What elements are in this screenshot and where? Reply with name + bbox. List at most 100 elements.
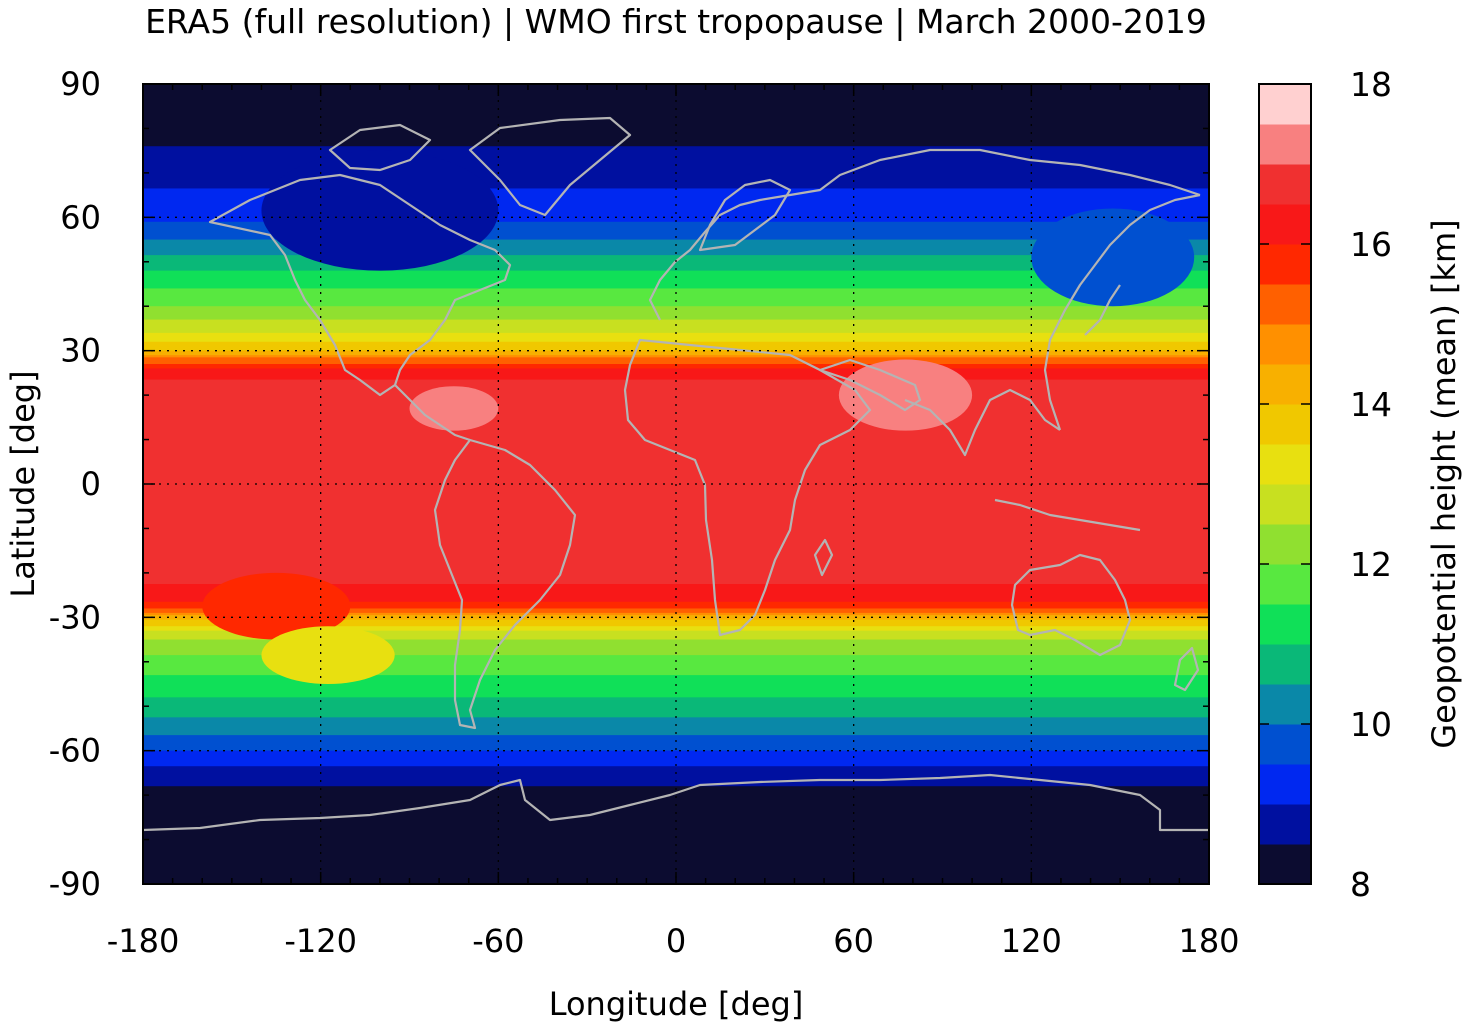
- heatmap-band: [143, 144, 1209, 147]
- heatmap-band: [143, 401, 1209, 405]
- heatmap-band: [143, 848, 1209, 852]
- colorbar-swatch: [1259, 124, 1311, 165]
- colorbar-tick-label: 8: [1350, 865, 1371, 904]
- x-tick-label: 60: [833, 922, 874, 960]
- heatmap-band: [143, 686, 1209, 690]
- heatmap-band: [143, 252, 1209, 256]
- heatmap-band: [143, 695, 1209, 698]
- heatmap-band: [143, 617, 1209, 621]
- heatmap-band: [143, 637, 1209, 641]
- heatmap-band: [143, 630, 1209, 634]
- heatmap-band: [143, 648, 1209, 652]
- heatmap-band: [143, 799, 1209, 803]
- colorbar-tick-label: 12: [1350, 545, 1392, 584]
- heatmap-band: [143, 852, 1209, 856]
- colorbar-swatch: [1259, 84, 1311, 125]
- heatmap-band: [143, 106, 1209, 110]
- heatmap-band: [143, 426, 1209, 430]
- heatmap-band: [143, 766, 1209, 770]
- heatmap-band: [143, 477, 1209, 481]
- heatmap-band: [143, 532, 1209, 536]
- heatmap-band: [143, 175, 1209, 178]
- colorbar-swatch: [1259, 364, 1311, 405]
- heatmap-band: [143, 719, 1209, 723]
- heatmap-band: [143, 521, 1209, 525]
- heatmap-band: [143, 141, 1209, 145]
- colorbar-swatch: [1259, 604, 1311, 645]
- colorbar-swatch: [1259, 764, 1311, 805]
- colorbar-swatch: [1259, 204, 1311, 245]
- heatmap-band: [143, 215, 1209, 218]
- heatmap-band: [143, 277, 1209, 281]
- y-axis-label: Latitude [deg]: [4, 370, 42, 597]
- heatmap-band: [143, 375, 1209, 378]
- heatmap-band: [143, 190, 1209, 194]
- heatmap-band: [143, 146, 1209, 150]
- heatmap-band: [143, 177, 1209, 181]
- coastline-north-america: [208, 173, 512, 397]
- coastline-australia: [1010, 553, 1132, 657]
- heatmap-band: [143, 792, 1209, 796]
- heatmap-band: [143, 224, 1209, 227]
- heatmap-band: [143, 408, 1209, 412]
- heatmap-band: [143, 172, 1209, 176]
- heatmap-band: [143, 492, 1209, 496]
- heatmap-band: [143, 626, 1209, 630]
- heatmap-band: [143, 464, 1209, 467]
- heatmap-band: [143, 457, 1209, 461]
- heatmap-band: [143, 166, 1209, 170]
- coastline-new-zealand: [1173, 646, 1200, 692]
- colorbar-swatch: [1259, 164, 1311, 205]
- heatmap-band: [143, 679, 1209, 683]
- heatmap-band: [143, 846, 1209, 850]
- heatmap-band: [143, 150, 1209, 154]
- heatmap-band: [143, 781, 1209, 785]
- heatmap-band: [143, 688, 1209, 692]
- colorbar-swatch: [1259, 844, 1311, 885]
- heatmap-band: [143, 352, 1209, 356]
- heatmap-band: [143, 761, 1209, 765]
- heatmap-band: [143, 117, 1209, 121]
- heatmap-band: [143, 832, 1209, 836]
- heatmap-band: [143, 495, 1209, 498]
- y-tick-label: -30: [49, 598, 101, 636]
- heatmap-band: [143, 266, 1209, 270]
- heatmap-band: [143, 126, 1209, 130]
- coastline-greenland: [468, 116, 632, 217]
- colorbar-swatch: [1259, 484, 1311, 525]
- colorbar-swatch: [1259, 804, 1311, 845]
- heatmap-anomaly: [202, 572, 351, 640]
- x-tick-label: -120: [284, 922, 357, 960]
- heatmap-band: [143, 606, 1209, 610]
- heatmap-band: [143, 772, 1209, 776]
- heatmap-band: [143, 192, 1209, 196]
- heatmap-band: [143, 670, 1209, 674]
- colorbar-label: Geopotential height (mean) [km]: [1425, 219, 1463, 748]
- heatmap-band: [143, 697, 1209, 701]
- heatmap-band: [143, 706, 1209, 710]
- heatmap-band: [143, 206, 1209, 210]
- heatmap-band: [143, 406, 1209, 410]
- heatmap-band: [143, 497, 1209, 501]
- heatmap-band: [143, 704, 1209, 707]
- heatmap-band: [143, 335, 1209, 338]
- heatmap-anomaly: [838, 359, 973, 431]
- heatmap-band: [143, 641, 1209, 645]
- colorbar-tick-label: 10: [1350, 705, 1392, 744]
- heatmap-band: [143, 501, 1209, 505]
- heatmap-band: [143, 577, 1209, 581]
- heatmap-band: [143, 817, 1209, 821]
- heatmap-band: [143, 270, 1209, 274]
- heatmap-band: [143, 392, 1209, 396]
- heatmap-band: [143, 321, 1209, 325]
- heatmap-anomaly: [261, 626, 395, 684]
- colorbar-swatch: [1259, 524, 1311, 565]
- coastline-indonesia: [994, 498, 1141, 532]
- heatmap-band: [143, 112, 1209, 116]
- heatmap-band: [143, 752, 1209, 756]
- heatmap-band: [143, 135, 1209, 138]
- heatmap-band: [143, 295, 1209, 298]
- heatmap-band: [143, 350, 1209, 354]
- coastline-scandinavia: [698, 178, 792, 252]
